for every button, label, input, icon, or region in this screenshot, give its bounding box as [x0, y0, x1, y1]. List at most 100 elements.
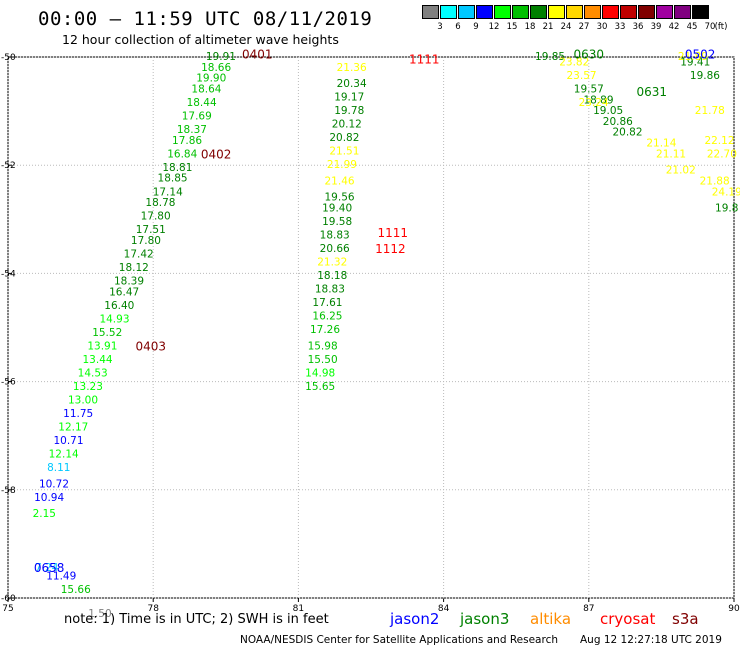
- wave-height-point: 17.51: [136, 224, 166, 236]
- colorbar-swatch: [440, 5, 457, 19]
- wave-height-point: 17.61: [312, 297, 342, 309]
- colorbar-tick-label: 21: [542, 22, 554, 32]
- colorbar-swatch: [512, 5, 529, 19]
- wave-height-point: 17.69: [182, 111, 212, 123]
- colorbar-tick-label: 42: [668, 22, 680, 32]
- colorbar-swatch: [422, 5, 439, 19]
- footer-timestamp: Aug 12 12:27:18 UTC 2019: [580, 634, 722, 646]
- wave-height-point: 12.14: [49, 449, 79, 461]
- footer-credit: NOAA/NESDIS Center for Satellite Applica…: [240, 634, 558, 646]
- wave-height-point: 13.00: [68, 395, 98, 407]
- wave-height-point: 19.40: [322, 202, 352, 214]
- wave-height-point: 24.19: [712, 186, 740, 198]
- pass-time-label: 1112: [375, 242, 406, 256]
- wave-height-point: 16.25: [312, 311, 342, 323]
- wave-height-point: 15.52: [92, 327, 122, 339]
- y-tick-label: -58: [1, 486, 16, 496]
- satellite-legend-item: cryosat: [600, 610, 656, 628]
- pass-time-label: 0502: [685, 47, 716, 61]
- colorbar-swatch: [566, 5, 583, 19]
- wave-height-point: 20.82: [612, 127, 642, 139]
- wave-height-point: 17.86: [172, 135, 202, 147]
- wave-height-point: 13.44: [83, 354, 113, 366]
- wave-height-point: 18.37: [177, 124, 207, 136]
- wave-height-point: 8.11: [47, 462, 70, 474]
- x-tick-label: 84: [438, 604, 450, 614]
- colorbar-swatch: [476, 5, 493, 19]
- colorbar-tick-label: 12: [488, 22, 500, 32]
- wave-height-point: 15.66: [61, 584, 91, 596]
- colorbar-tick-label: 6: [455, 22, 461, 32]
- wave-height-point: 17.42: [124, 248, 154, 260]
- pass-time-label: 0401: [242, 47, 273, 61]
- wave-height-point: 14.53: [78, 367, 108, 379]
- wave-height-point: 1.50: [88, 608, 111, 620]
- colorbar-tick-label: 30: [596, 22, 608, 32]
- wave-height-point: 18.39: [114, 276, 144, 288]
- wave-height-point: 18.83: [315, 284, 345, 296]
- colorbar-tick-label: 3: [437, 22, 443, 32]
- wave-height-point: 13.23: [73, 381, 103, 393]
- wave-height-point: 11.75: [63, 408, 93, 420]
- y-tick-label: -54: [1, 269, 16, 279]
- wave-height-point: 11.49: [46, 570, 76, 582]
- pass-time-label: 1111: [378, 226, 409, 240]
- y-tick-label: -52: [1, 161, 16, 171]
- wave-height-point: 21.88: [700, 175, 730, 187]
- x-tick-label: 78: [147, 604, 159, 614]
- wave-height-point: 18.64: [191, 83, 221, 95]
- chart-subtitle: 12 hour collection of altimeter wave hei…: [62, 32, 339, 47]
- wave-height-point: 21.51: [329, 146, 359, 158]
- wave-height-point: 23.24: [579, 97, 609, 109]
- satellite-legend-item: altika: [530, 610, 572, 628]
- colorbar-swatch: [458, 5, 475, 19]
- wave-height-point: 21.02: [666, 165, 696, 177]
- wave-height-point: 22.70: [707, 148, 737, 160]
- colorbar-tick-label: 15: [506, 22, 518, 32]
- wave-height-point: 15.98: [308, 340, 338, 352]
- wave-height-point: 18.78: [145, 197, 175, 209]
- colorbar-swatch: [692, 5, 709, 19]
- wave-height-point: 14.98: [305, 367, 335, 379]
- wave-height-point: 20.66: [320, 243, 350, 255]
- wave-height-point: 2.15: [33, 508, 56, 520]
- x-tick-label: 81: [293, 604, 304, 614]
- colorbar-swatch: [584, 5, 601, 19]
- wave-height-point: 19.78: [334, 105, 364, 117]
- wave-height-point: 18.81: [162, 162, 192, 174]
- wave-height-point: 16.40: [104, 300, 134, 312]
- wave-height-point: 21.89: [678, 51, 708, 63]
- wave-height-point: 20.34: [337, 78, 367, 90]
- colorbar-tick-label: 18: [524, 22, 536, 32]
- wave-height-point: 17.80: [141, 211, 171, 223]
- wave-height-point: 17.80: [131, 235, 161, 247]
- wave-height-point: 18.12: [119, 262, 149, 274]
- wave-height-point: 19.57: [574, 83, 604, 95]
- pass-time-label: 0402: [201, 147, 232, 161]
- wave-height-point: 22.12: [704, 135, 734, 147]
- wave-height-point: 21.46: [325, 175, 355, 187]
- x-tick-label: 75: [2, 604, 13, 614]
- colorbar-swatch: [548, 5, 565, 19]
- colorbar-tick-label: 24: [560, 22, 572, 32]
- wave-height-point: 18.85: [158, 173, 188, 185]
- wave-height-point: 16.47: [109, 286, 139, 298]
- x-tick-label: 87: [583, 604, 594, 614]
- colorbar-swatch: [656, 5, 673, 19]
- wave-height-point: 21.99: [327, 159, 357, 171]
- pass-time-label: 0403: [136, 339, 167, 353]
- wave-height-point: 19.17: [334, 92, 364, 104]
- wave-height-point: 18.89: [583, 94, 613, 106]
- colorbar-swatch: [638, 5, 655, 19]
- wave-height-point: 20.12: [332, 119, 362, 131]
- pass-time-label: 0630: [574, 47, 605, 61]
- wave-height-point: 18.83: [320, 230, 350, 242]
- wave-height-point: 20.82: [329, 132, 359, 144]
- colorbar-unit: (ft): [714, 22, 728, 32]
- y-tick-label: -50: [1, 53, 16, 63]
- wave-height-point: 18.66: [201, 62, 231, 74]
- wave-height-point: 21.32: [317, 257, 347, 269]
- colorbar-swatch: [674, 5, 691, 19]
- colorbar-tick-label: 27: [578, 22, 590, 32]
- wave-height-point: 19.56: [325, 192, 355, 204]
